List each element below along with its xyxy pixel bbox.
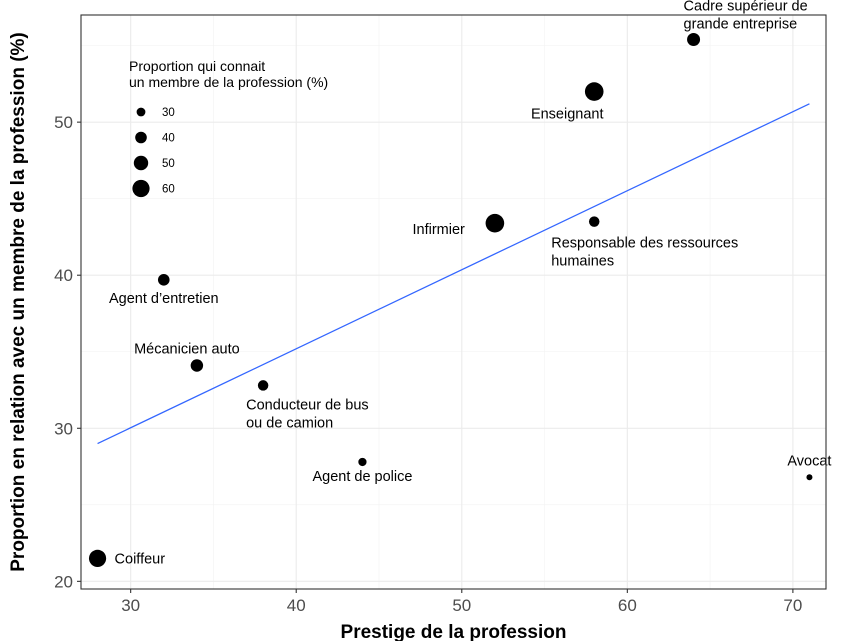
y-tick-label: 50 bbox=[54, 113, 73, 132]
x-axis: 30 40 50 60 70 bbox=[121, 589, 802, 615]
point-label: Cadre supérieur de grande entreprise bbox=[684, 0, 808, 32]
data-point bbox=[584, 82, 604, 101]
data-point bbox=[157, 274, 170, 286]
y-axis: 20 30 40 50 bbox=[54, 113, 81, 591]
legend: Proportion qui connait un membre de la pr… bbox=[129, 58, 328, 198]
point-label: Conducteur de bus ou de camion bbox=[246, 397, 369, 431]
x-tick-label: 40 bbox=[287, 596, 306, 615]
point-label: Infirmier bbox=[413, 222, 466, 238]
x-axis-title: Prestige de la profession bbox=[341, 622, 567, 641]
point-label: Enseignant bbox=[531, 107, 604, 123]
grid-minor bbox=[81, 15, 826, 589]
point-label: Coiffeur bbox=[115, 551, 166, 567]
data-points bbox=[88, 32, 813, 567]
point-label: Responsable des ressources humaines bbox=[551, 236, 738, 270]
legend-key bbox=[132, 179, 150, 198]
x-tick-label: 30 bbox=[121, 596, 140, 615]
legend-key bbox=[133, 155, 149, 171]
data-point bbox=[358, 457, 367, 467]
grid-major bbox=[81, 15, 826, 589]
y-axis-title: Proportion en relation avec un membre de… bbox=[8, 32, 29, 572]
legend-label: 60 bbox=[162, 184, 175, 196]
point-label: Agent d’entretien bbox=[109, 291, 219, 307]
x-tick-label: 50 bbox=[452, 596, 471, 615]
x-tick-label: 70 bbox=[783, 596, 802, 615]
trend-line-group bbox=[97, 103, 810, 445]
data-point bbox=[806, 474, 813, 481]
y-tick-label: 20 bbox=[54, 572, 73, 591]
panel-border bbox=[80, 14, 827, 590]
data-point bbox=[485, 213, 505, 233]
data-point bbox=[190, 359, 204, 372]
legend-label: 50 bbox=[162, 158, 175, 170]
data-point bbox=[88, 549, 107, 567]
trend-line bbox=[97, 103, 810, 445]
data-point bbox=[687, 32, 701, 46]
point-label: Avocat bbox=[787, 453, 831, 469]
y-tick-label: 40 bbox=[54, 266, 73, 285]
legend-label: 40 bbox=[162, 133, 175, 145]
legend-label: 30 bbox=[162, 107, 175, 119]
point-labels: Coiffeur Agent d’entretien Mécanicien auto… bbox=[109, 0, 832, 567]
legend-key bbox=[135, 131, 147, 144]
y-tick-label: 30 bbox=[54, 419, 73, 438]
data-point bbox=[588, 216, 600, 227]
point-label: Agent de police bbox=[312, 469, 412, 485]
data-point bbox=[257, 380, 269, 391]
point-label: Mécanicien auto bbox=[134, 342, 240, 358]
legend-key bbox=[136, 107, 146, 117]
legend-title: Proportion qui connait un membre de la pr… bbox=[129, 58, 328, 90]
x-tick-label: 60 bbox=[618, 596, 637, 615]
